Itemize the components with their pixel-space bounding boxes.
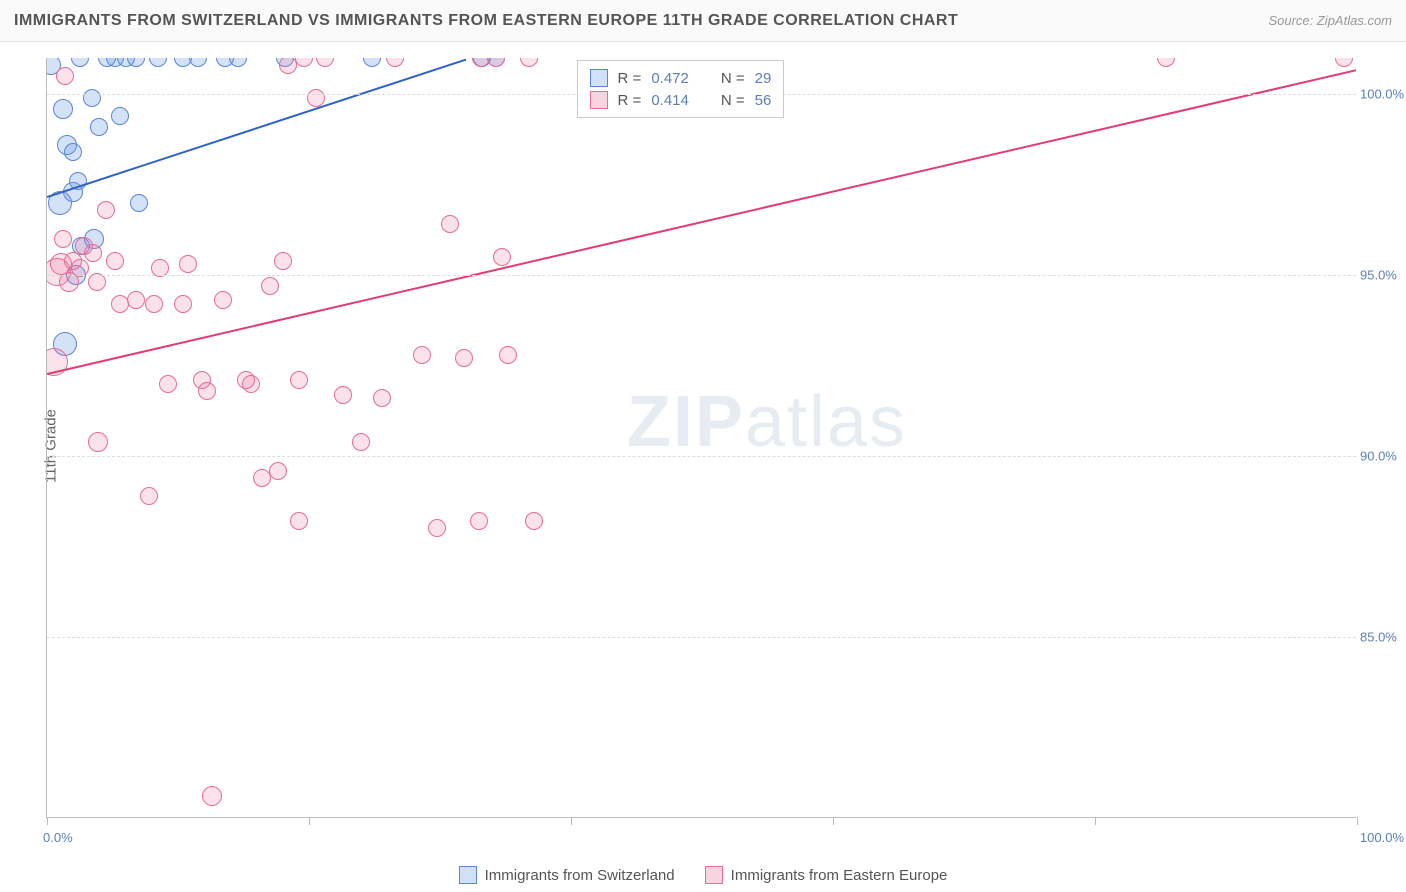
- scatter-point-switzerland: [83, 89, 101, 107]
- legend-n-value: 56: [755, 92, 772, 109]
- scatter-point-switzerland: [363, 58, 381, 67]
- grid-line: [47, 275, 1356, 276]
- scatter-point-eastern_europe: [127, 291, 145, 309]
- grid-line: [47, 637, 1356, 638]
- legend-label: Immigrants from Eastern Europe: [731, 867, 948, 884]
- scatter-point-eastern_europe: [413, 346, 431, 364]
- scatter-point-eastern_europe: [202, 786, 222, 806]
- scatter-point-eastern_europe: [470, 512, 488, 530]
- legend-label: Immigrants from Switzerland: [485, 867, 675, 884]
- scatter-point-switzerland: [229, 58, 247, 67]
- scatter-point-eastern_europe: [261, 277, 279, 295]
- scatter-point-eastern_europe: [198, 382, 216, 400]
- x-tick: [571, 817, 572, 825]
- watermark: ZIPatlas: [627, 381, 907, 463]
- scatter-point-eastern_europe: [290, 371, 308, 389]
- x-tick: [1357, 817, 1358, 825]
- watermark-light: atlas: [745, 382, 907, 462]
- correlation-legend-row-switzerland: R = 0.472 N = 29: [590, 67, 772, 89]
- scatter-point-eastern_europe: [214, 291, 232, 309]
- bottom-legend: Immigrants from Switzerland Immigrants fr…: [0, 866, 1406, 884]
- scatter-point-eastern_europe: [56, 67, 74, 85]
- source-label: Source: ZipAtlas.com: [1268, 13, 1392, 28]
- y-tick-label: 100.0%: [1360, 87, 1406, 102]
- scatter-point-eastern_europe: [373, 389, 391, 407]
- scatter-point-eastern_europe: [140, 487, 158, 505]
- y-tick-label: 90.0%: [1360, 449, 1406, 464]
- scatter-point-eastern_europe: [274, 252, 292, 270]
- scatter-point-eastern_europe: [290, 512, 308, 530]
- scatter-point-eastern_europe: [493, 248, 511, 266]
- legend-r-value: 0.414: [651, 92, 689, 109]
- scatter-plot: ZIPatlas 85.0%90.0%95.0%100.0%0.0%100.0%: [46, 58, 1356, 818]
- scatter-point-eastern_europe: [520, 58, 538, 67]
- legend-swatch-eastern_europe: [705, 866, 723, 884]
- scatter-point-eastern_europe: [54, 230, 72, 248]
- correlation-legend: R = 0.472 N = 29 R = 0.414 N = 56: [577, 60, 785, 118]
- legend-n-label: N =: [721, 70, 745, 87]
- scatter-point-switzerland: [64, 143, 82, 161]
- legend-r-label: R =: [618, 70, 642, 87]
- x-tick: [47, 817, 48, 825]
- legend-swatch-switzerland: [459, 866, 477, 884]
- scatter-point-switzerland: [53, 99, 73, 119]
- scatter-point-eastern_europe: [1157, 58, 1175, 67]
- scatter-point-switzerland: [189, 58, 207, 67]
- scatter-point-eastern_europe: [295, 58, 313, 67]
- scatter-point-eastern_europe: [334, 386, 352, 404]
- y-tick-label: 85.0%: [1360, 630, 1406, 645]
- scatter-point-eastern_europe: [88, 432, 108, 452]
- scatter-point-eastern_europe: [1335, 58, 1353, 67]
- scatter-point-eastern_europe: [499, 346, 517, 364]
- scatter-point-eastern_europe: [159, 375, 177, 393]
- scatter-point-eastern_europe: [174, 295, 192, 313]
- x-tick: [309, 817, 310, 825]
- grid-line: [47, 456, 1356, 457]
- scatter-point-eastern_europe: [84, 244, 102, 262]
- plot-clip: ZIPatlas: [47, 58, 1356, 817]
- scatter-point-eastern_europe: [386, 58, 404, 67]
- scatter-point-eastern_europe: [97, 201, 115, 219]
- scatter-point-eastern_europe: [242, 375, 260, 393]
- x-tick: [1095, 817, 1096, 825]
- scatter-point-eastern_europe: [352, 433, 370, 451]
- title-bar: IMMIGRANTS FROM SWITZERLAND VS IMMIGRANT…: [0, 0, 1406, 42]
- scatter-point-eastern_europe: [487, 58, 505, 67]
- x-min-label: 0.0%: [43, 830, 73, 845]
- scatter-point-switzerland: [111, 107, 129, 125]
- scatter-point-eastern_europe: [145, 295, 163, 313]
- scatter-point-eastern_europe: [106, 252, 124, 270]
- scatter-point-eastern_europe: [441, 215, 459, 233]
- scatter-point-eastern_europe: [428, 519, 446, 537]
- scatter-point-eastern_europe: [179, 255, 197, 273]
- y-tick-label: 95.0%: [1360, 268, 1406, 283]
- scatter-point-eastern_europe: [455, 349, 473, 367]
- legend-n-value: 29: [755, 70, 772, 87]
- scatter-point-eastern_europe: [307, 89, 325, 107]
- bottom-legend-item-eastern_europe: Immigrants from Eastern Europe: [705, 866, 948, 884]
- scatter-point-switzerland: [90, 118, 108, 136]
- legend-r-value: 0.472: [651, 70, 689, 87]
- chart-title: IMMIGRANTS FROM SWITZERLAND VS IMMIGRANT…: [14, 12, 958, 30]
- x-max-label: 100.0%: [1360, 830, 1404, 845]
- scatter-point-switzerland: [149, 58, 167, 67]
- watermark-bold: ZIP: [627, 382, 745, 462]
- legend-swatch-switzerland: [590, 69, 608, 87]
- trend-line-switzerland: [47, 58, 467, 197]
- scatter-point-eastern_europe: [316, 58, 334, 67]
- legend-n-label: N =: [721, 92, 745, 109]
- scatter-point-eastern_europe: [525, 512, 543, 530]
- correlation-legend-row-eastern_europe: R = 0.414 N = 56: [590, 89, 772, 111]
- legend-swatch-eastern_europe: [590, 91, 608, 109]
- legend-r-label: R =: [618, 92, 642, 109]
- scatter-point-eastern_europe: [269, 462, 287, 480]
- bottom-legend-item-switzerland: Immigrants from Switzerland: [459, 866, 675, 884]
- x-tick: [833, 817, 834, 825]
- scatter-point-switzerland: [130, 194, 148, 212]
- scatter-point-switzerland: [71, 58, 89, 67]
